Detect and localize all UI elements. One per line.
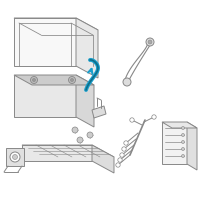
Circle shape bbox=[12, 154, 18, 160]
Circle shape bbox=[70, 78, 74, 82]
Circle shape bbox=[123, 78, 131, 86]
Polygon shape bbox=[22, 145, 92, 161]
Polygon shape bbox=[14, 75, 76, 117]
Circle shape bbox=[116, 163, 120, 167]
Circle shape bbox=[118, 158, 122, 162]
Polygon shape bbox=[92, 145, 114, 173]
Polygon shape bbox=[76, 18, 98, 78]
Circle shape bbox=[182, 148, 184, 150]
Polygon shape bbox=[162, 122, 187, 164]
Circle shape bbox=[10, 152, 20, 162]
Circle shape bbox=[30, 76, 38, 84]
Circle shape bbox=[120, 153, 124, 157]
Circle shape bbox=[130, 118, 134, 122]
Circle shape bbox=[182, 134, 184, 136]
Circle shape bbox=[32, 78, 36, 82]
Circle shape bbox=[77, 137, 83, 143]
Polygon shape bbox=[187, 122, 197, 170]
Circle shape bbox=[182, 154, 184, 158]
Circle shape bbox=[182, 127, 184, 130]
Circle shape bbox=[182, 140, 184, 144]
Circle shape bbox=[87, 132, 93, 138]
Polygon shape bbox=[6, 148, 24, 166]
Polygon shape bbox=[14, 18, 98, 30]
Polygon shape bbox=[162, 122, 197, 128]
Circle shape bbox=[152, 115, 156, 119]
Polygon shape bbox=[22, 145, 114, 157]
Polygon shape bbox=[14, 18, 76, 66]
Polygon shape bbox=[76, 75, 94, 127]
Circle shape bbox=[148, 40, 152, 44]
Circle shape bbox=[124, 141, 128, 145]
Circle shape bbox=[72, 127, 78, 133]
Circle shape bbox=[146, 38, 154, 46]
Polygon shape bbox=[14, 75, 94, 85]
Polygon shape bbox=[92, 106, 106, 118]
Circle shape bbox=[122, 147, 126, 151]
Circle shape bbox=[68, 76, 76, 84]
